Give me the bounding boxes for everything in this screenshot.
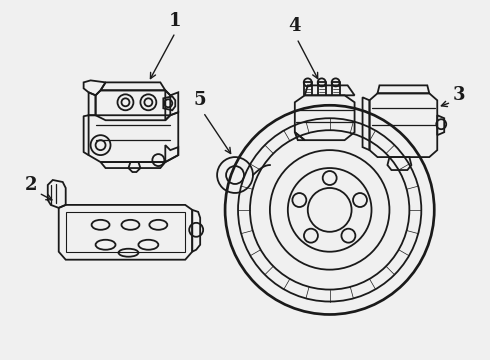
Text: 1: 1 bbox=[169, 12, 181, 30]
Text: 5: 5 bbox=[194, 91, 206, 109]
Text: 2: 2 bbox=[24, 176, 37, 194]
Text: 3: 3 bbox=[453, 86, 466, 104]
Text: 4: 4 bbox=[289, 17, 301, 35]
